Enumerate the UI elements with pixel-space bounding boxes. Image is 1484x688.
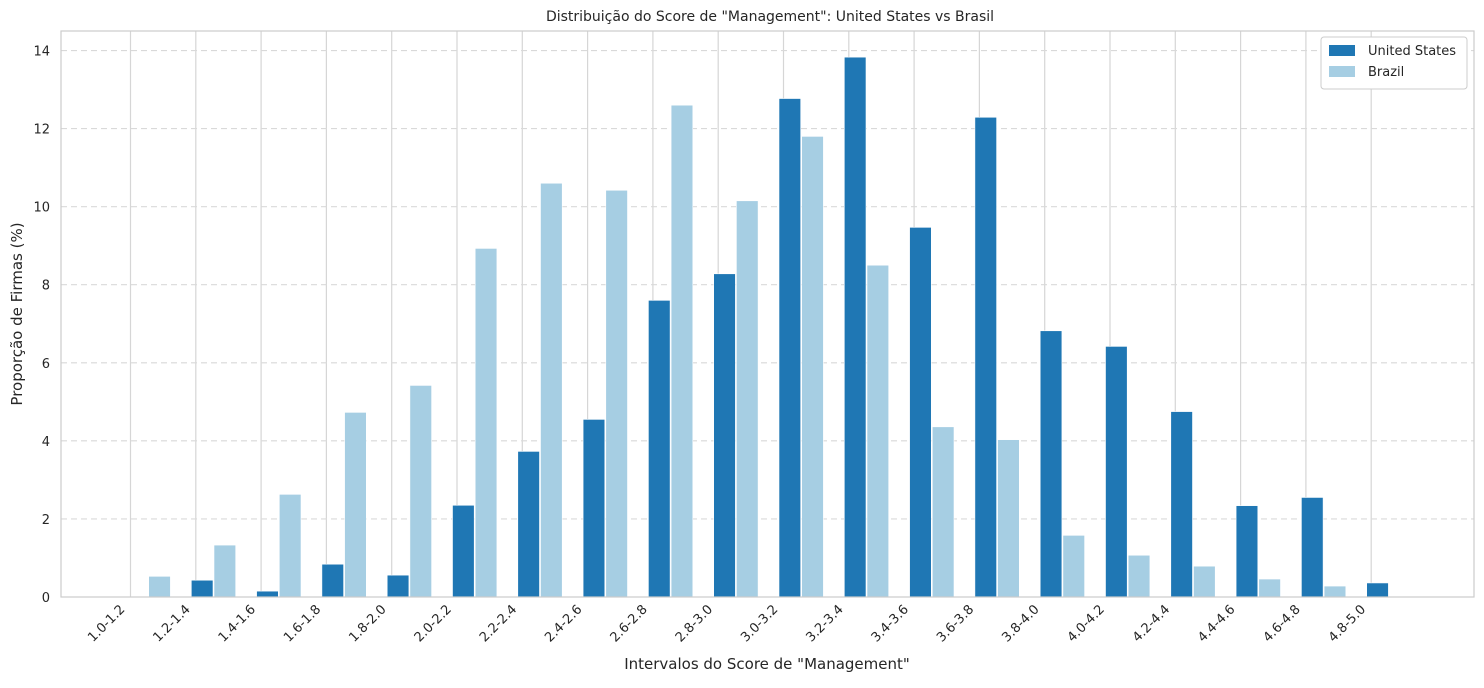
x-tick-label: 2.4-2.6 [542, 602, 585, 645]
legend-swatch [1329, 66, 1355, 77]
x-ticks: 1.0-1.2 1.2-1.4 1.4-1.6 1.6-1.8 1.8-2.0 2.0-2… [85, 602, 1369, 645]
bar-brazil [148, 576, 171, 598]
bar-united-states [1301, 497, 1324, 598]
legend-label: United States [1368, 44, 1456, 59]
bar-brazil [1323, 585, 1347, 598]
y-tick-label: 8 [42, 279, 50, 294]
y-ticks: 0 2 4 6 8 10 12 14 [33, 45, 50, 606]
plot-frame [60, 30, 1475, 598]
legend-swatch [1329, 45, 1355, 56]
bar-united-states [909, 227, 932, 598]
bar-brazil [474, 248, 498, 598]
legend-label: Brazil [1368, 65, 1404, 80]
x-tick-label: 3.0-3.2 [738, 602, 781, 645]
legend-frame [1320, 36, 1468, 90]
bar-united-states [191, 579, 214, 598]
x-tick-label: 4.2-4.4 [1130, 602, 1173, 645]
y-tick-label: 10 [33, 201, 50, 216]
bar-united-states [386, 574, 410, 598]
x-tick-label: 4.8-5.0 [1326, 602, 1369, 645]
bar-brazil [997, 439, 1020, 598]
bar-united-states [843, 56, 867, 598]
bar-united-states [974, 116, 997, 598]
bar-brazil [866, 264, 890, 598]
bar-brazil [801, 136, 824, 598]
x-tick-label: 2.8-3.0 [673, 602, 716, 645]
bar-brazil [409, 385, 432, 598]
bar-united-states [778, 98, 802, 598]
x-tick-label: 1.6-1.8 [281, 602, 324, 645]
y-axis-label: Proporção de Firmas (%) [8, 222, 26, 405]
bar-brazil [1193, 565, 1216, 598]
x-axis-label: Intervalos do Score de "Management" [624, 655, 910, 673]
gridlines [61, 31, 1474, 597]
x-tick-label: 3.2-3.4 [803, 602, 846, 645]
y-tick-label: 6 [42, 357, 50, 372]
bar-united-states [582, 419, 606, 598]
bar-united-states [1170, 411, 1193, 598]
y-tick-label: 12 [33, 123, 50, 138]
legend: United States Brazil [1320, 36, 1468, 90]
bar-united-states [1235, 505, 1259, 598]
x-tick-label: 3.4-3.6 [869, 602, 912, 645]
bar-brazil [278, 494, 302, 598]
x-tick-label: 1.0-1.2 [85, 602, 128, 645]
bar-brazil [931, 426, 955, 598]
bar-brazil [344, 412, 367, 598]
x-tick-label: 1.4-1.6 [216, 602, 259, 645]
bar-brazil [540, 182, 563, 598]
x-tick-label: 2.6-2.8 [608, 602, 651, 645]
bar-united-states [648, 300, 671, 598]
x-tick-label: 3.6-3.8 [934, 602, 977, 645]
x-tick-label: 4.0-4.2 [1065, 602, 1108, 645]
bar-brazil [670, 104, 694, 598]
bar-brazil [736, 200, 759, 598]
bar-brazil [1127, 554, 1151, 598]
x-tick-label: 4.6-4.8 [1261, 602, 1304, 645]
y-tick-label: 2 [42, 513, 50, 528]
bar-brazil [1062, 535, 1085, 598]
bar-united-states [1039, 330, 1063, 598]
bar-united-states [1366, 582, 1389, 598]
x-tick-label: 3.8-4.0 [999, 602, 1042, 645]
x-tick-label: 2.2-2.4 [477, 602, 520, 645]
bar-united-states [1105, 346, 1128, 598]
bar-united-states [256, 590, 279, 598]
bar-united-states [321, 563, 344, 598]
bar-united-states [713, 273, 736, 598]
x-tick-label: 2.0-2.2 [412, 602, 455, 645]
bars [148, 56, 1389, 598]
y-tick-label: 14 [33, 45, 50, 60]
bar-brazil [605, 189, 628, 598]
y-tick-label: 4 [42, 435, 50, 450]
y-tick-label: 0 [42, 591, 50, 606]
bar-united-states [517, 451, 540, 598]
x-tick-label: 1.8-2.0 [346, 602, 389, 645]
bar-brazil [1258, 578, 1281, 598]
x-tick-label: 1.2-1.4 [150, 602, 193, 645]
x-tick-label: 4.4-4.6 [1195, 602, 1238, 645]
chart-title: Distribuição do Score de "Management": U… [546, 9, 994, 25]
bar-brazil [213, 544, 237, 598]
bar-united-states [452, 504, 475, 598]
